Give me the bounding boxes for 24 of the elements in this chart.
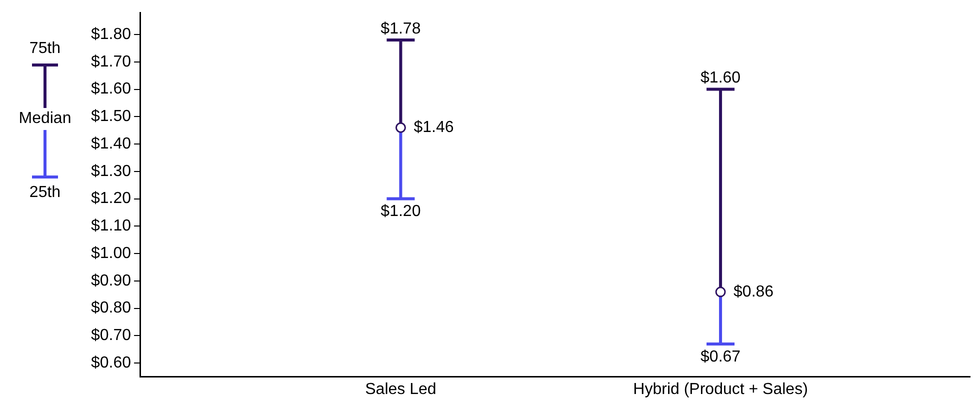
text: Median	[18, 110, 72, 128]
annotation: $1.78	[380, 20, 421, 38]
y-tick-label: $0.80	[90, 300, 132, 317]
x-tick-label: Hybrid (Product + Sales)	[633, 380, 808, 398]
y-tick-label: $1.20	[90, 190, 132, 208]
y-tick-label: $1.70	[90, 53, 132, 70]
data-label: $0.86	[734, 283, 774, 300]
y-tick-label: $0.90	[90, 272, 132, 290]
y-tick-label: $0.60	[90, 354, 132, 372]
annotation: $1.60	[700, 70, 741, 87]
y-tick-label: $1.10	[90, 218, 132, 235]
text: 75th	[28, 40, 62, 58]
y-tick-label: $1.30	[90, 162, 132, 180]
data-label: $1.46	[414, 119, 454, 136]
y-tick-label: $1.60	[90, 80, 132, 98]
annotation: $0.67	[700, 348, 741, 366]
y-tick-label: $1.80	[90, 26, 132, 43]
x-tick-label: Sales Led	[365, 380, 436, 398]
y-tick-label: $0.70	[90, 327, 132, 344]
text: 25th	[28, 184, 62, 202]
y-tick-label: $1.40	[90, 135, 132, 152]
y-tick-label: $1.00	[90, 244, 132, 262]
y-tick-label: $1.50	[90, 108, 132, 126]
annotation: $1.20	[380, 203, 421, 220]
